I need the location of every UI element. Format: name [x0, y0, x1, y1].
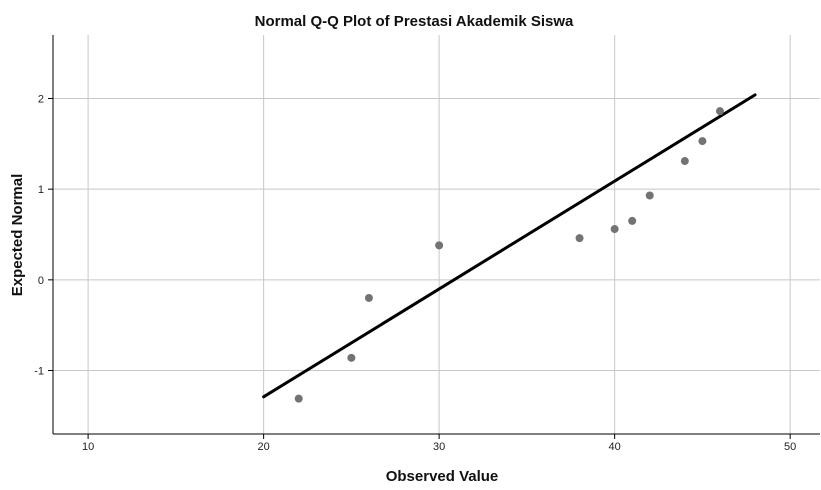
- grid: [53, 35, 820, 434]
- data-point: [294, 394, 303, 403]
- y-tick-label: 1: [38, 184, 44, 196]
- y-tick-label: -1: [34, 366, 44, 378]
- reference-line-layer: [262, 93, 757, 399]
- data-point: [347, 353, 356, 362]
- data-points: [294, 107, 724, 403]
- tick-labels: 10 20 30 40 50 -1 0 1 2: [34, 93, 796, 453]
- data-point: [435, 241, 444, 250]
- axes: [48, 35, 820, 439]
- data-point: [575, 234, 584, 243]
- x-tick-label: 10: [82, 441, 94, 453]
- data-point: [715, 107, 724, 116]
- x-tick-label: 40: [609, 441, 621, 453]
- data-point: [364, 293, 373, 302]
- y-tick-label: 2: [38, 93, 44, 105]
- x-axis-label: Observed Value: [386, 468, 499, 485]
- x-tick-label: 20: [257, 441, 269, 453]
- x-tick-label: 30: [433, 441, 445, 453]
- data-point: [610, 225, 619, 234]
- data-point: [698, 137, 707, 146]
- data-point: [645, 191, 654, 200]
- data-point: [628, 216, 637, 225]
- x-tick-label: 50: [784, 441, 796, 453]
- reference-line: [262, 93, 757, 399]
- y-axis-label: Expected Normal: [9, 174, 26, 297]
- y-tick-label: 0: [38, 275, 44, 287]
- chart-title: Normal Q-Q Plot of Prestasi Akademik Sis…: [255, 13, 574, 30]
- data-point: [680, 157, 689, 166]
